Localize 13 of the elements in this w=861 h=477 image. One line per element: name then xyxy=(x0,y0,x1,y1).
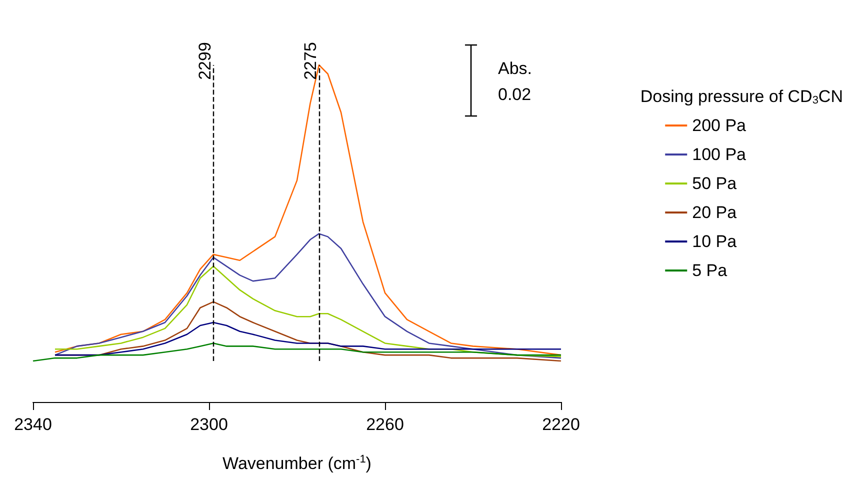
legend-label: 10 Pa xyxy=(692,232,738,251)
legend-label: 5 Pa xyxy=(692,261,728,280)
ref-line-label: 2299 xyxy=(195,42,214,80)
ref-line-label: 2275 xyxy=(301,42,320,80)
legend-label: 200 Pa xyxy=(692,116,747,135)
x-tick-label: 2300 xyxy=(190,415,228,434)
x-tick-label: 2340 xyxy=(14,415,52,434)
legend-label: 50 Pa xyxy=(692,174,738,193)
x-tick-label: 2260 xyxy=(366,415,404,434)
x-tick-label: 2220 xyxy=(542,415,580,434)
legend-label: 20 Pa xyxy=(692,203,738,222)
annotation: Abs. 0.02 xyxy=(498,58,534,106)
legend-label: 100 Pa xyxy=(692,145,747,164)
